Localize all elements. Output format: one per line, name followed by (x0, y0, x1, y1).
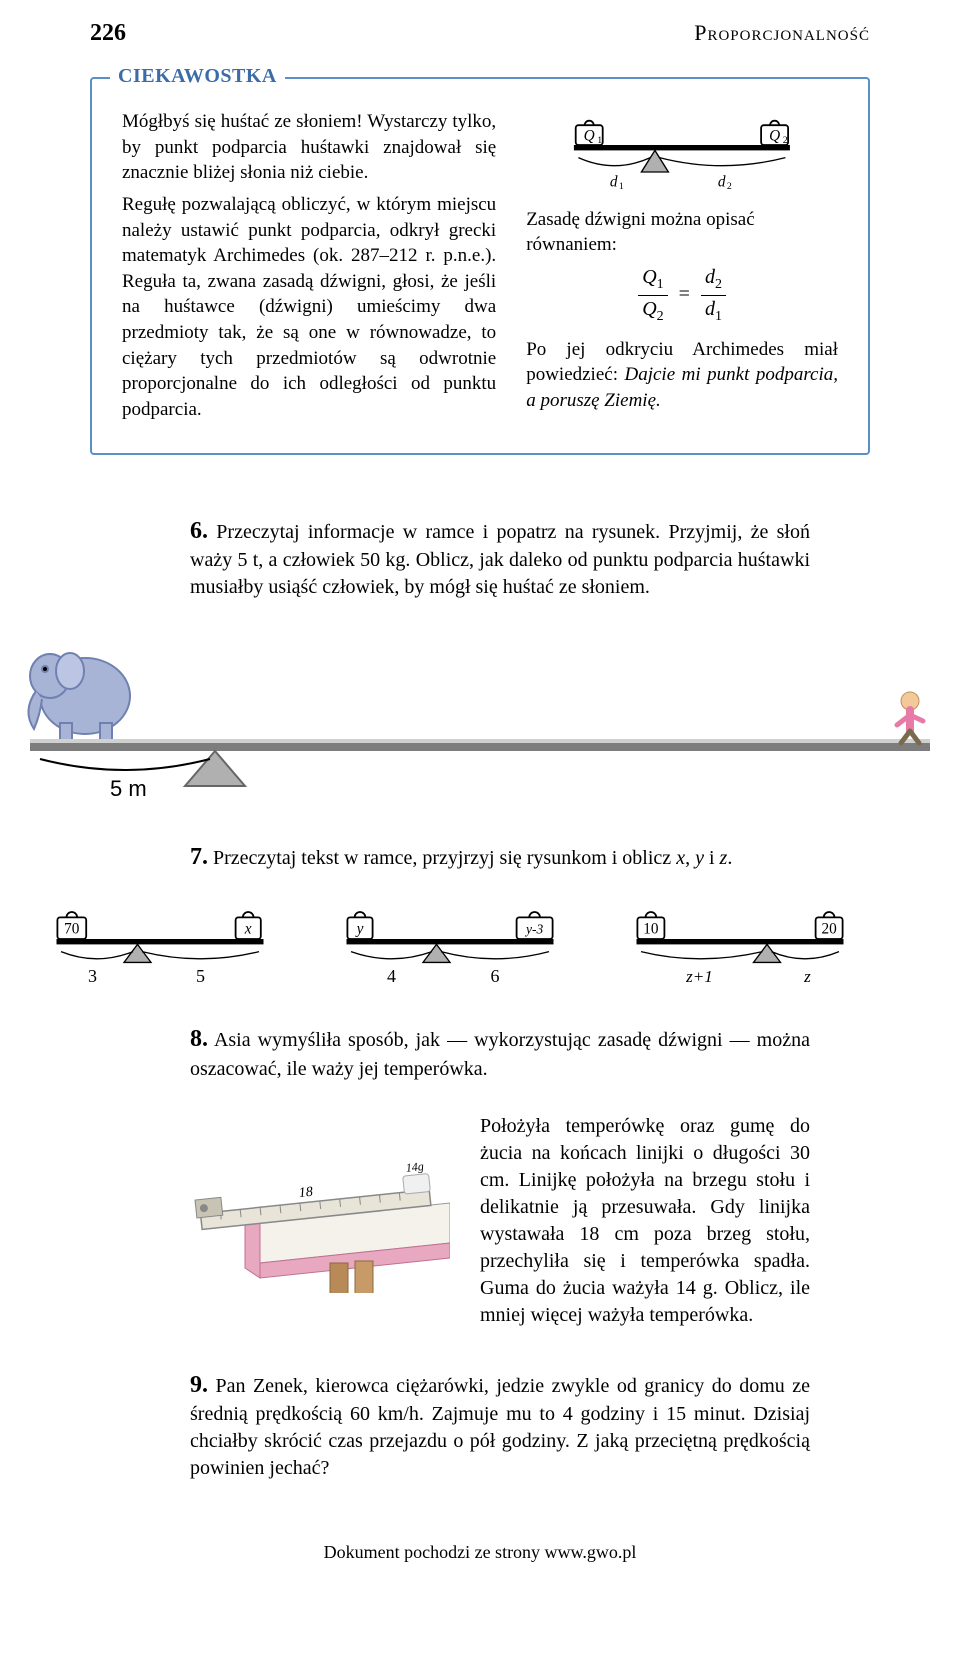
ex7-number: 7. (190, 844, 208, 870)
seesaw-scene: 5 m (90, 631, 870, 801)
svg-text:z: z (803, 968, 811, 987)
chapter-title: Proporcjonalność (694, 20, 870, 46)
svg-text:20: 20 (821, 921, 837, 938)
curio-right-column: Q 1 Q 2 d 1 d 2 Zasadę dźwigni można opi… (526, 109, 838, 423)
formula-eq: = (673, 283, 696, 305)
svg-text:14g: 14g (405, 1159, 424, 1175)
svg-text:2: 2 (727, 181, 732, 192)
lever-formula: Q1Q2 = d2d1 (526, 264, 838, 327)
svg-text:y: y (355, 921, 364, 938)
ex8-intro-text: Asia wymyśliła sposób, jak — wykorzystuj… (190, 1029, 810, 1079)
exercise-9: 9. Pan Zenek, kierowca ciężarówki, jedzi… (190, 1369, 810, 1482)
svg-text:1: 1 (619, 181, 624, 192)
ex6-text: Przeczytaj informacje w ramce i popatrz … (190, 521, 810, 598)
ex7-text: Przeczytaj tekst w ramce, przyjrzyj się … (208, 847, 732, 869)
svg-text:70: 70 (64, 921, 80, 938)
curio-p1: Mógłbyś się huśtać ze słoniem! Wystarczy… (122, 109, 496, 186)
svg-text:10: 10 (643, 921, 659, 938)
ex8-number: 8. (190, 1026, 208, 1052)
svg-text:y-3: y-3 (524, 922, 543, 937)
exercise-8-body: 14g 18 Położyła temperówkę oraz gumę do … (190, 1113, 810, 1329)
lever-c: 10 20 z+1 z (610, 903, 870, 993)
page-number: 226 (90, 20, 126, 47)
svg-text:z+1: z+1 (685, 968, 713, 987)
svg-text:d: d (610, 173, 618, 190)
lever-b: y y-3 4 6 (320, 903, 580, 993)
svg-text:Q: Q (584, 128, 595, 145)
curio-left-column: Mógłbyś się huśtać ze słoniem! Wystarczy… (122, 109, 496, 423)
lever-diagram: Q 1 Q 2 d 1 d 2 (526, 109, 838, 199)
svg-text:18: 18 (298, 1185, 313, 1201)
ex9-number: 9. (190, 1372, 208, 1398)
svg-text:5: 5 (196, 967, 205, 987)
svg-text:Q: Q (769, 128, 780, 145)
svg-text:4: 4 (387, 967, 396, 987)
curio-right-text1: Zasadę dźwigni można opisać równaniem: (526, 207, 838, 258)
curio-right-text2: Po jej odkryciu Archimedes miał powiedzi… (526, 337, 838, 414)
page-header: 226 Proporcjonalność (90, 20, 870, 47)
curio-p2: Regułę pozwalającą obliczyć, w którym mi… (122, 192, 496, 423)
curio-box: CIEKAWOSTKA Mógłbyś się huśtać ze słonie… (90, 77, 870, 455)
svg-text:x: x (244, 921, 252, 938)
svg-text:5 m: 5 m (110, 776, 147, 801)
svg-text:3: 3 (88, 967, 97, 987)
ex8-illustration: 14g 18 (190, 1113, 450, 1293)
exercise-7: 7. Przeczytaj tekst w ramce, przyjrzyj s… (190, 841, 810, 873)
footer: Dokument pochodzi ze strony www.gwo.pl (90, 1542, 870, 1563)
curio-title: CIEKAWOSTKA (110, 65, 285, 88)
svg-text:d: d (718, 173, 726, 190)
exercise-8-intro: 8. Asia wymyśliła sposób, jak — wykorzys… (190, 1023, 810, 1082)
exercise-6: 6. Przeczytaj informacje w ramce i popat… (190, 515, 810, 601)
svg-text:2: 2 (783, 135, 788, 146)
ex9-text: Pan Zenek, kierowca ciężarówki, jedzie z… (190, 1375, 810, 1479)
lever-a: 70 x 3 5 (30, 903, 290, 993)
ex8-body-text: Położyła temperówkę oraz gumę do żucia n… (480, 1113, 810, 1329)
svg-text:1: 1 (597, 135, 602, 146)
ex6-number: 6. (190, 518, 208, 544)
svg-text:6: 6 (491, 967, 500, 987)
